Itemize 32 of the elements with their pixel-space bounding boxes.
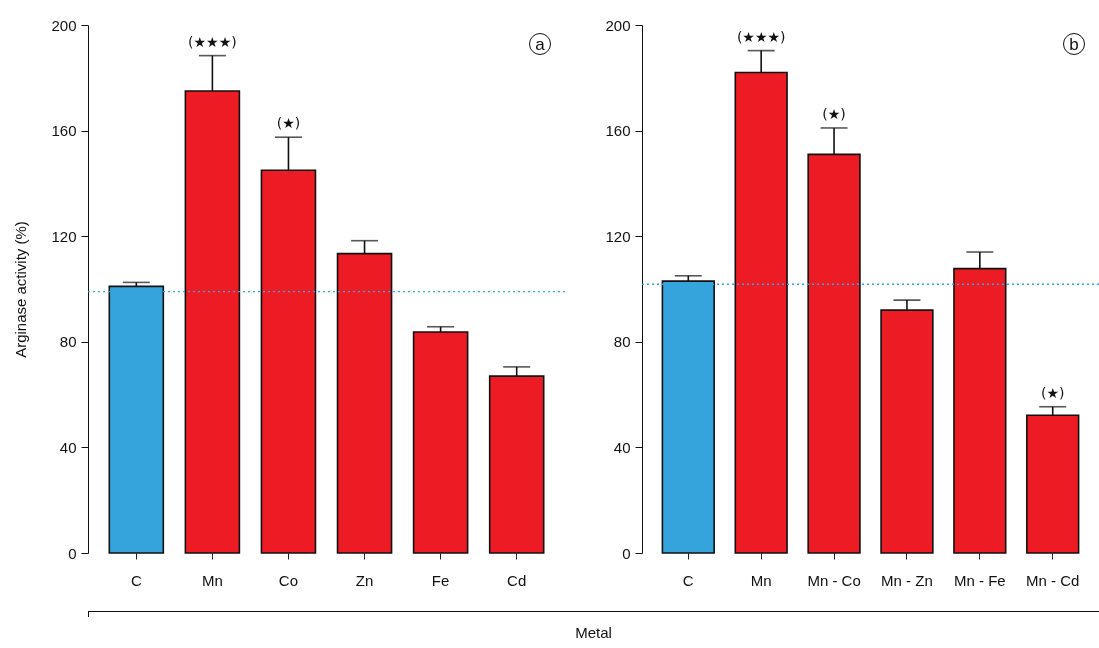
y-tick-label: 120 bbox=[51, 227, 77, 245]
annotation: (★) bbox=[822, 105, 846, 122]
y-tick-label: 120 bbox=[605, 227, 631, 245]
y-tick-label: 160 bbox=[605, 122, 631, 140]
y-tick-label: 160 bbox=[51, 122, 77, 140]
annotation: (★★★) bbox=[188, 33, 237, 50]
bar bbox=[412, 331, 469, 554]
annotation: (★) bbox=[1040, 384, 1065, 401]
y-tick-label: 40 bbox=[59, 438, 77, 456]
x-tick-label: C bbox=[130, 571, 142, 589]
x-tick-label: Fe bbox=[431, 571, 450, 589]
x-tick-label: Mn - Zn bbox=[881, 571, 933, 589]
annotation: (★) bbox=[276, 115, 301, 132]
x-axis-title: Metal bbox=[574, 624, 613, 641]
x-tick-label: Cd bbox=[507, 571, 527, 589]
y-tick-label: 80 bbox=[613, 333, 631, 351]
x-tick-label: Mn - Co bbox=[807, 571, 861, 589]
x-tick-label: Mn - Cd bbox=[1026, 571, 1080, 589]
y-axis-title: Arginase activity (%) bbox=[12, 221, 30, 358]
x-tick-label: C bbox=[682, 571, 694, 589]
y-tick-label: 0 bbox=[68, 544, 77, 562]
x-tick-label: Mn - Fe bbox=[953, 571, 1006, 589]
x-tick-label: Co bbox=[278, 571, 299, 589]
y-tick-label: 200 bbox=[51, 16, 77, 34]
x-tick-label: Mn bbox=[750, 571, 772, 589]
y-tick-label: 200 bbox=[605, 16, 631, 34]
x-tick-label: Mn bbox=[201, 571, 223, 589]
y-tick-label: 0 bbox=[622, 544, 631, 562]
y-tick-label: 40 bbox=[613, 438, 631, 456]
x-tick-label: Zn bbox=[355, 571, 374, 589]
annotation: (★★★) bbox=[736, 28, 786, 45]
y-tick-label: 80 bbox=[59, 333, 77, 351]
